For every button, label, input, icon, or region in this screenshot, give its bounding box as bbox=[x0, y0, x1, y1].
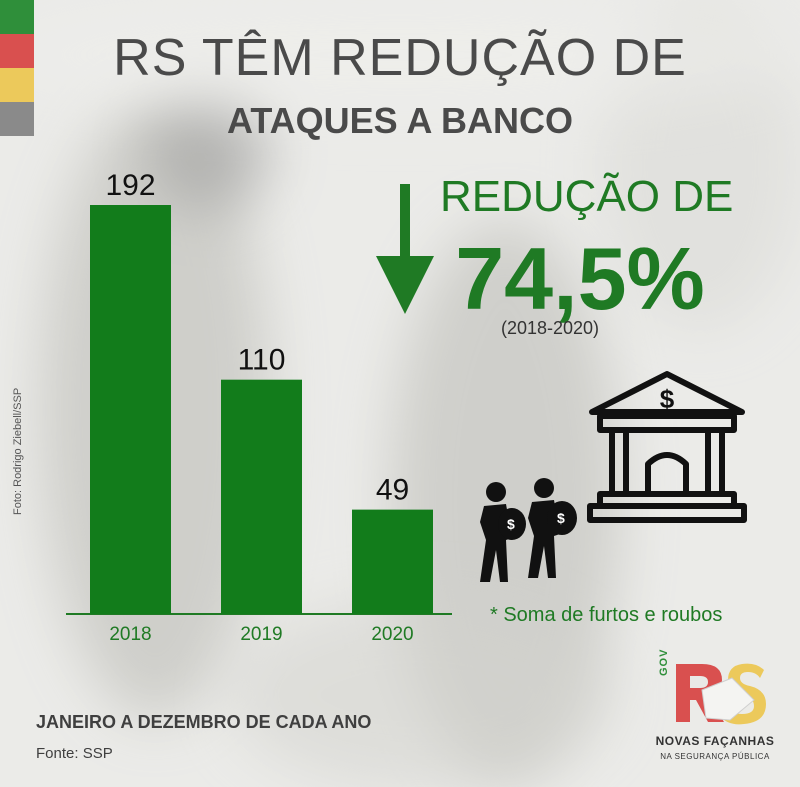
data-label-2018: 192 bbox=[105, 169, 155, 202]
logo-subtagline: NA SEGURANÇA PÚBLICA bbox=[660, 752, 770, 761]
svg-text:$: $ bbox=[557, 510, 565, 526]
dollar-icon: $ bbox=[660, 384, 675, 414]
reduction-label: REDUÇÃO DE bbox=[440, 172, 734, 221]
svg-text:$: $ bbox=[507, 516, 515, 532]
footnote: * Soma de furtos e roubos bbox=[490, 604, 723, 626]
title-line-1: RS TÊM REDUÇÃO DE bbox=[113, 29, 687, 87]
logo-mark bbox=[676, 663, 766, 725]
tick-label-2018: 2018 bbox=[109, 624, 151, 645]
bar-2020 bbox=[352, 509, 433, 614]
source-note: Fonte: SSP bbox=[36, 745, 113, 762]
reduction-period: (2018-2020) bbox=[500, 318, 600, 338]
bank-icon: $ bbox=[587, 371, 747, 523]
stripe-red bbox=[0, 34, 34, 68]
tick-label-2020: 2020 bbox=[371, 624, 413, 645]
gov-rs-logo: GOV NOVAS FAÇANHAS NA SEGURANÇA PÚBLICA bbox=[650, 649, 780, 780]
flag-stripes bbox=[0, 0, 34, 136]
down-arrow-icon bbox=[376, 184, 434, 314]
data-label-2020: 49 bbox=[376, 474, 409, 507]
stripe-gray bbox=[0, 102, 34, 136]
stripe-green bbox=[0, 0, 34, 34]
logo-gov-text: GOV bbox=[658, 648, 670, 676]
robbers-icon: $ $ bbox=[480, 478, 577, 582]
reduction-value: 74,5% bbox=[455, 229, 705, 328]
logo-tagline: NOVAS FAÇANHAS bbox=[655, 734, 775, 748]
bar-2018 bbox=[90, 205, 171, 614]
bar-2019 bbox=[221, 379, 302, 614]
data-label-2019: 110 bbox=[238, 344, 286, 377]
tick-label-2019: 2019 bbox=[240, 624, 282, 645]
stripe-yellow bbox=[0, 68, 34, 102]
period-note: JANEIRO A DEZEMBRO DE CADA ANO bbox=[36, 712, 372, 732]
title-line-2: ATAQUES A BANCO bbox=[227, 100, 573, 141]
